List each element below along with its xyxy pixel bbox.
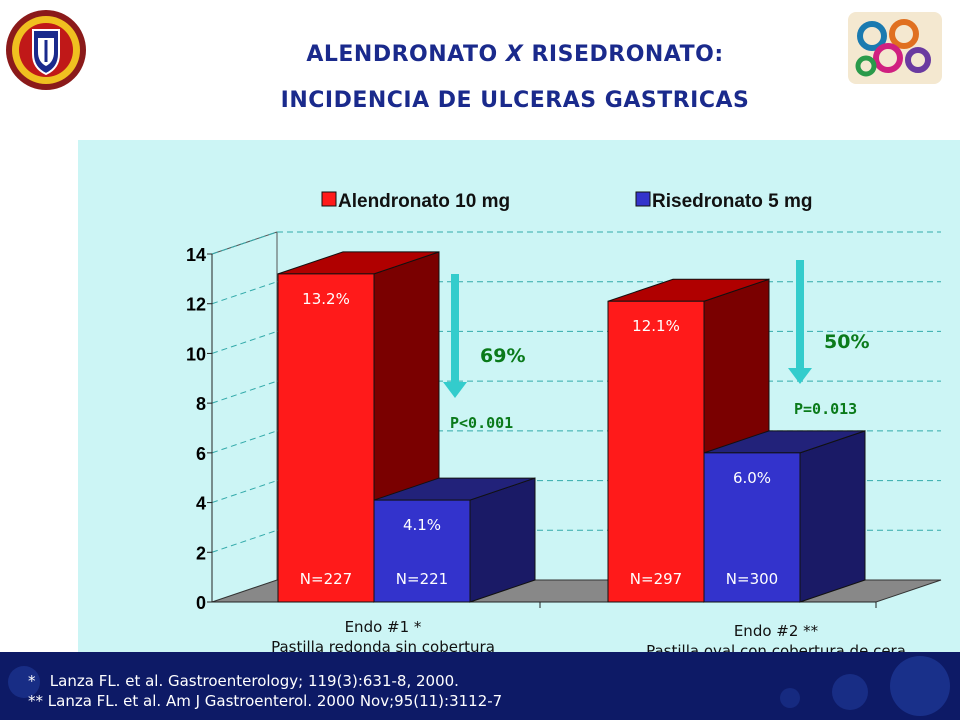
bar-value-label-1-0: 4.1% — [403, 516, 441, 534]
reduction-percent-label: 69% — [480, 345, 525, 367]
legend-label: Risedronato 5 mg — [652, 191, 812, 212]
y-axis: 0 2 4 6 8 10 12 14 — [186, 245, 877, 613]
y-tick-label: 10 — [186, 344, 206, 364]
x-category-label-line2: Pastilla redonda sin cobertura — [271, 638, 495, 656]
y-tick-label: 2 — [196, 543, 206, 563]
footer-band — [0, 652, 960, 720]
molecule-logo — [848, 12, 942, 84]
p-value-label: P=0.013 — [794, 400, 857, 418]
reference-2: ** Lanza FL. et al. Am J Gastroenterol. … — [28, 692, 503, 710]
y-tick-label: 12 — [186, 295, 206, 315]
gridline-side — [211, 380, 278, 404]
bar-side-1-1 — [799, 430, 866, 603]
bar-front-1-1 — [703, 452, 801, 603]
gridline-side — [211, 231, 278, 255]
bars — [277, 251, 866, 603]
y-tick-label: 6 — [196, 444, 206, 464]
bar-value-label-1-1: 6.0% — [733, 469, 771, 487]
gridline-side — [211, 330, 278, 354]
slide-title-line1: ALENDRONATO X RISEDRONATO: — [130, 42, 900, 67]
bar-value-label-0-0: 13.2% — [302, 290, 350, 308]
bar-front-0-1 — [607, 300, 705, 603]
legend-swatch — [321, 191, 337, 207]
bar-n-label-0-0: N=227 — [300, 570, 352, 588]
gridline-side — [211, 529, 278, 553]
bar-n-label-1-0: N=221 — [396, 570, 448, 588]
slide-title-line2: INCIDENCIA DE ULCERAS GASTRICAS — [280, 88, 750, 113]
reduction-arrows — [443, 260, 812, 398]
legend-swatch — [635, 191, 651, 207]
y-tick-label: 4 — [196, 494, 206, 514]
title-part-post: RISEDRONATO: — [523, 42, 724, 67]
reduction-percent-label: 50% — [824, 331, 869, 353]
reference-1: * Lanza FL. et al. Gastroenterology; 119… — [28, 672, 459, 690]
bar-labels: 13.2% N=227 12.1% N=297 4.1% N=221 6.0% N=300 — [300, 290, 778, 588]
y-tick-label: 0 — [196, 593, 206, 613]
reduction-arrow-head — [443, 382, 467, 398]
footer-decoration — [8, 656, 950, 716]
x-category-label-line1: Endo #2 ** — [734, 622, 819, 640]
legend: Alendronato 10 mg Risedronato 5 mg — [321, 191, 812, 212]
p-value-label: P<0.001 — [450, 414, 513, 432]
university-seal-logo — [6, 10, 86, 90]
bar-n-label-1-1: N=300 — [726, 570, 778, 588]
reduction-arrow-head — [788, 368, 812, 384]
y-tick-label: 14 — [186, 245, 206, 265]
gridline-side — [211, 430, 278, 454]
bar-value-label-0-1: 12.1% — [632, 317, 680, 335]
bar-n-label-0-1: N=297 — [630, 570, 682, 588]
bar-front-0-0 — [277, 273, 375, 603]
y-tick-label: 8 — [196, 394, 206, 414]
gridline-side — [211, 480, 278, 504]
reduction-arrow-shaft — [796, 260, 804, 370]
legend-label: Alendronato 10 mg — [338, 191, 510, 212]
gridline-side — [211, 281, 278, 305]
bar-front-1-0 — [373, 499, 471, 603]
x-category-label-line1: Endo #1 * — [345, 618, 422, 636]
title-part-x: X — [505, 42, 524, 67]
reduction-arrow-shaft — [451, 274, 459, 384]
title-part-pre: ALENDRONATO — [306, 42, 506, 67]
annotations: 69% P<0.001 50% P=0.013 — [450, 331, 869, 432]
